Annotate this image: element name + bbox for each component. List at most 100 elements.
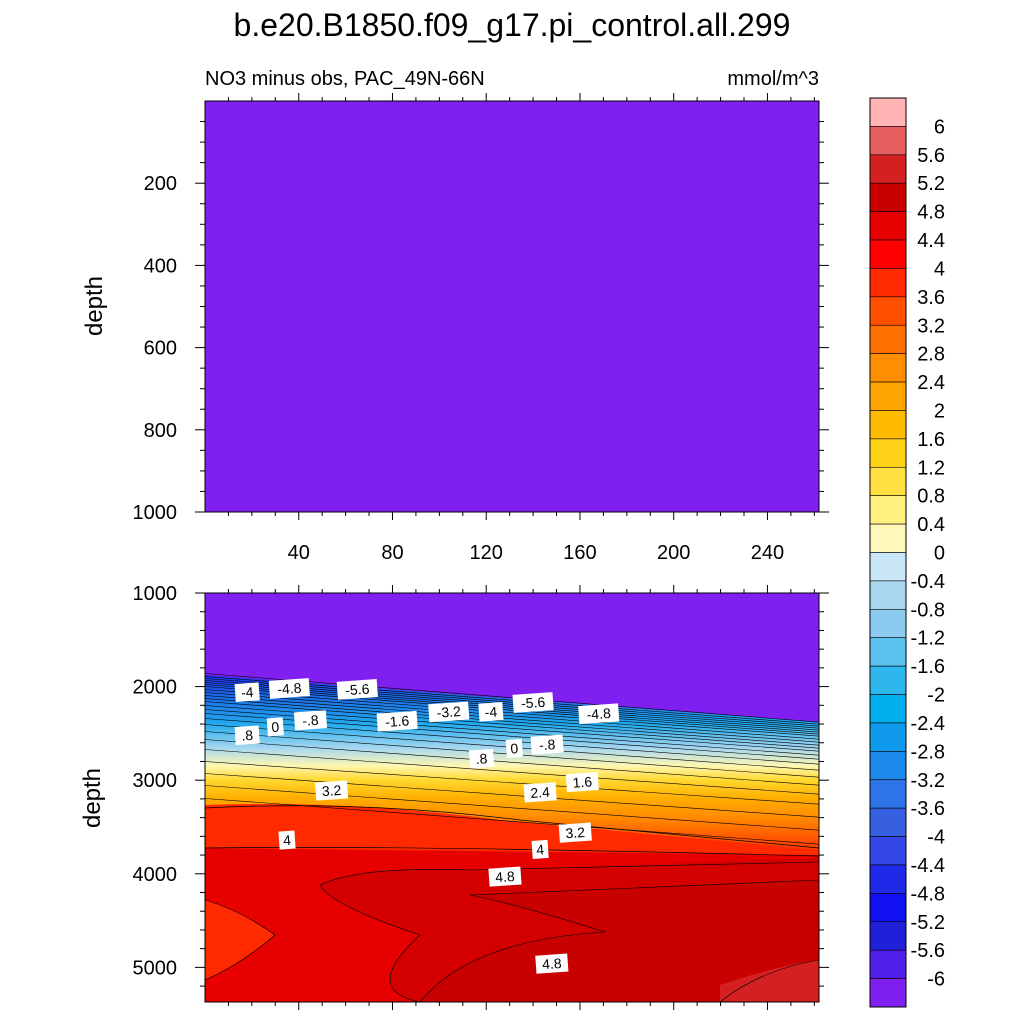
contour-label: -4: [478, 702, 504, 722]
colorbar-swatch: [869, 580, 907, 610]
colorbar-swatch: [869, 410, 907, 440]
colorbar-swatch: [869, 921, 907, 951]
contour-label-text: .8: [475, 750, 488, 767]
colorbar-swatch: [869, 495, 907, 525]
contour-label-box: [278, 830, 296, 850]
colorbar-swatch: [869, 864, 907, 894]
colorbar-swatch: [869, 126, 907, 156]
contour-line: [205, 761, 819, 805]
y-tick-label: 3000: [133, 770, 178, 792]
colorbar-swatch: [869, 609, 907, 639]
colorbar-swatch: [869, 637, 907, 667]
colorbar-label: -1.6: [911, 656, 945, 678]
colorbar-swatch: [869, 211, 907, 241]
contour-label-box: [234, 682, 260, 703]
contour-label-box: [314, 780, 349, 801]
upper-y-axis-label: depth: [81, 276, 108, 336]
colorbar-swatch: [869, 836, 907, 866]
contour-label-box: [468, 748, 495, 769]
contour-label: -.8: [530, 734, 564, 755]
contour-label-box: [234, 725, 260, 746]
contour-label: 1.6: [565, 771, 599, 793]
colorbar-label: 5.6: [917, 145, 945, 167]
contour-label-box: [535, 953, 569, 974]
contour-line: [719, 959, 819, 1002]
contour-label-text: -4: [240, 684, 254, 701]
colorbar-label: 3.2: [917, 315, 945, 337]
purple-upper-region: [205, 593, 819, 722]
contour-line: [205, 805, 819, 849]
colorbar-label: 6: [934, 116, 945, 138]
x-tick-label: 160: [563, 542, 596, 564]
contour-label-text: 1.6: [572, 773, 593, 790]
upper-axis-ticks: 40 80 120 160 200 240 200 400 600 800 1000: [133, 93, 829, 564]
colorbar-swatch: [869, 694, 907, 724]
contour-label: -5.6: [512, 692, 554, 713]
colorbar-label: -6: [927, 969, 945, 991]
contour-label-box: [293, 710, 328, 731]
contour-label-box: [478, 702, 504, 722]
contour-label-box: [266, 717, 284, 737]
contour-label-box: [336, 679, 378, 700]
colorbar-swatch: [869, 807, 907, 837]
colorbar-swatch: [869, 268, 907, 298]
contour-label-text: 2.4: [530, 784, 551, 801]
contour-line: [205, 698, 819, 746]
contour-line: [419, 879, 819, 1002]
upper-panel: 40 80 120 160 200 240 200 400 600 800 1000 depth: [81, 93, 829, 564]
colorbar-swatch: [869, 381, 907, 411]
y-tick-label: 800: [144, 420, 177, 442]
contour-label: 4.8: [488, 866, 522, 887]
colorbar-swatch: [869, 523, 907, 553]
contour-label: -5.6: [336, 679, 378, 700]
y-tick-label: 1000: [133, 502, 178, 524]
colorbar-swatch: [869, 97, 907, 127]
contour-label: -.8: [293, 710, 328, 731]
colorbar-swatch: [869, 665, 907, 695]
colorbar-label: 2.8: [917, 344, 945, 366]
contour-label-text: -4.8: [586, 705, 611, 723]
contour-line: [205, 701, 819, 749]
colorbar-swatch: [869, 552, 907, 582]
contour-label-text: 4.8: [495, 868, 516, 885]
contour-label-box: [428, 701, 470, 723]
contour-line: [205, 695, 819, 743]
x-tick-label: 40: [288, 542, 310, 564]
y-tick-label: 200: [144, 173, 177, 195]
contour-line: [319, 861, 819, 886]
contour-label-box: [531, 839, 549, 859]
y-tick-label: 4000: [133, 864, 178, 886]
contour-label: .8: [234, 725, 260, 746]
contour-label: -3.2: [428, 701, 470, 723]
left-subtitle: NO3 minus obs, PAC_49N-66N: [205, 68, 485, 90]
colorbar-label: 0: [934, 543, 945, 565]
colorbar-swatch: [869, 949, 907, 979]
colorbar-swatch: [869, 751, 907, 781]
contour-labels: -4 -4.8 -5.6 -5.6 -4 -4.8 -3.2 -1.6 -.8 0 -.8 0 .8 .8…: [234, 678, 620, 974]
contour-label-text: -.8: [538, 736, 556, 753]
colorbar-label: -5.2: [911, 912, 945, 934]
colorbar-label: 2: [934, 400, 945, 422]
colorbar: 6 5.6 5.2 4.8 4.4 4 3.6 3.2 2.8 2.4 2 1.6 1.2 0.8 0.4 0…: [869, 97, 945, 1008]
contour-label: .8: [468, 748, 495, 769]
contour-label-text: -5.6: [521, 694, 546, 712]
colorbar-label: -2.4: [911, 713, 945, 735]
colorbar-swatch: [869, 296, 907, 326]
contour-label: 4: [531, 839, 549, 859]
contour-label: 0: [505, 738, 523, 758]
colorbar-swatch: [869, 466, 907, 496]
y-tick-label: 1000: [133, 583, 178, 605]
contour-label-text: -.8: [302, 712, 320, 729]
contour-label-box: [530, 734, 564, 755]
contour-line: [205, 899, 276, 981]
contour-label: 2.4: [523, 782, 557, 803]
colorbar-label: -4.8: [911, 883, 945, 905]
contour-label-box: [512, 692, 554, 713]
contour-line: [205, 739, 819, 786]
colorbar-label: -3.6: [911, 798, 945, 820]
contour-label: 0: [266, 717, 284, 737]
contour-label-text: -4.8: [277, 680, 302, 698]
colorbar-label: 0.8: [917, 486, 945, 508]
y-tick-label: 2000: [133, 677, 178, 699]
